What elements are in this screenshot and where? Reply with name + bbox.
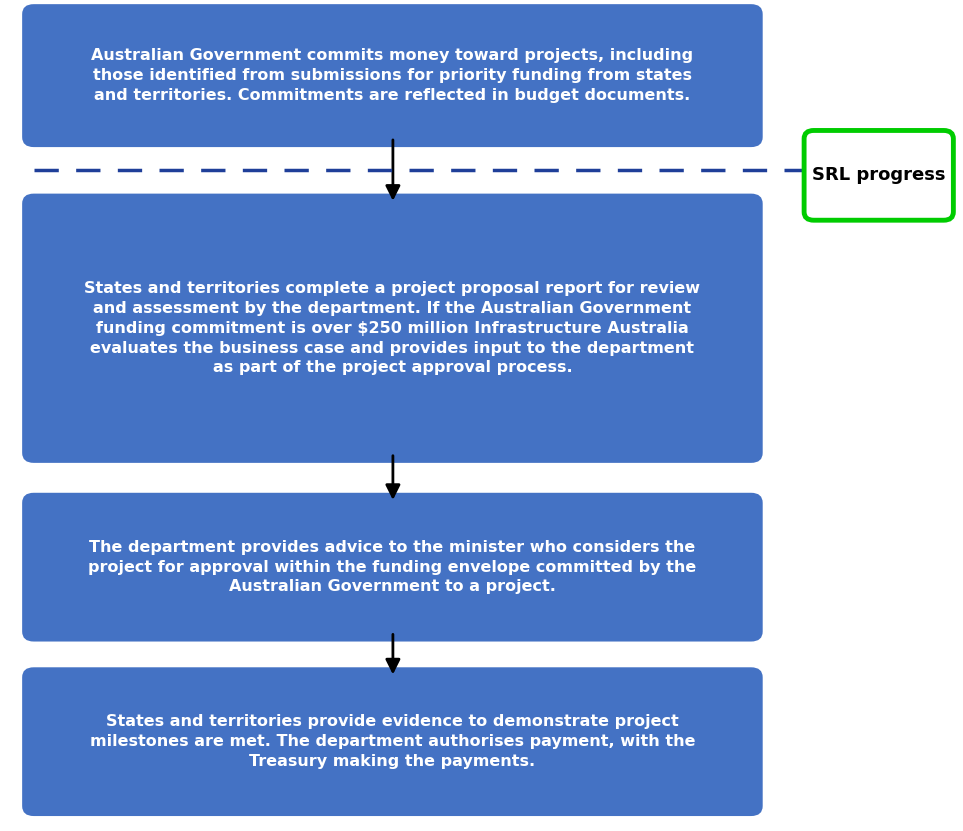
FancyBboxPatch shape — [22, 667, 763, 816]
FancyBboxPatch shape — [804, 130, 953, 220]
Text: States and territories complete a project proposal report for review
and assessm: States and territories complete a projec… — [85, 281, 700, 376]
Text: States and territories provide evidence to demonstrate project
milestones are me: States and territories provide evidence … — [90, 715, 695, 769]
FancyBboxPatch shape — [22, 4, 763, 147]
FancyBboxPatch shape — [22, 194, 763, 463]
FancyBboxPatch shape — [22, 493, 763, 642]
Text: Australian Government commits money toward projects, including
those identified : Australian Government commits money towa… — [91, 48, 693, 103]
Text: The department provides advice to the minister who considers the
project for app: The department provides advice to the mi… — [89, 540, 696, 594]
Text: SRL progress: SRL progress — [812, 166, 946, 184]
